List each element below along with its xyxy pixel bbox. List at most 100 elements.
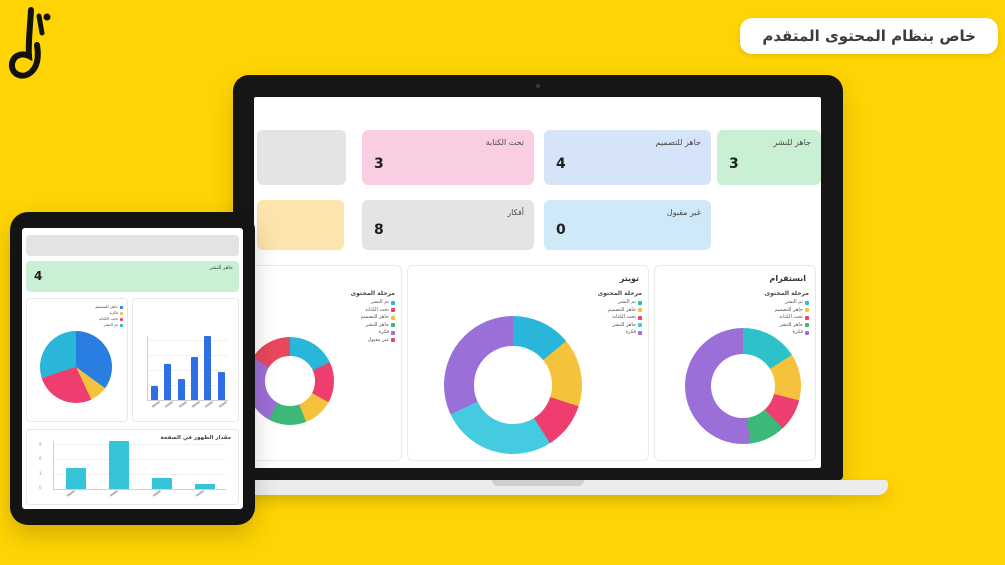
laptop-base [188, 480, 888, 495]
legend-item: فكرة [341, 329, 395, 337]
bar [151, 385, 159, 400]
legend-item: تحت الكتابة [95, 316, 123, 322]
y-tick-label: 0 [39, 484, 42, 490]
legend-title: مرحلة المحتوى [764, 290, 809, 297]
donut-chart-instagram [685, 328, 801, 444]
pie-chart [40, 331, 112, 403]
legend-swatch [391, 338, 395, 343]
legend-label: تم النشر [371, 299, 389, 305]
donut-legend: مرحلة المحتوى تم النشر جاهز للتصميم تحت ال… [588, 290, 642, 337]
headline-badge: خاص بنظام المحتوى المتقدم [740, 18, 998, 54]
stat-card-value: 4 [34, 269, 43, 283]
bar [151, 478, 172, 489]
legend-swatch [120, 311, 123, 315]
laptop-mockup: تحت الكتابة 3 جاهز للتصميم 4 جاهز للنشر … [188, 75, 888, 495]
stat-card-label: جاهز للنشر [773, 138, 811, 147]
legend-item: جاهز للتصميم [95, 304, 123, 310]
legend-swatch [805, 323, 809, 328]
laptop-frame: تحت الكتابة 3 جاهز للتصميم 4 جاهز للنشر … [233, 75, 843, 480]
legend-label: فكرة [378, 329, 389, 335]
legend-item: تم النشر [588, 299, 642, 307]
legend-item: تم النشر [341, 299, 395, 307]
bar-chart-cyan [53, 441, 226, 490]
bar [108, 441, 129, 489]
y-tick-label: 9 [39, 442, 42, 447]
chart-panels-row: مرحلة المحتوى تم النشر تحت الكتابة جاهز لل… [254, 265, 816, 461]
legend-item: فكرة [95, 310, 123, 316]
bar [65, 467, 86, 489]
legend-item: تحت الكتابة [588, 314, 642, 322]
donut-legend: مرحلة المحتوى تم النشر تحت الكتابة جاهز لل… [341, 290, 395, 344]
legend-title: مرحلة المحتوى [597, 290, 642, 297]
donut-legend: مرحلة المحتوى تم النشر جاهز للتصميم تحت ال… [755, 290, 809, 337]
bar [177, 378, 185, 400]
laptop-dashboard: تحت الكتابة 3 جاهز للتصميم 4 جاهز للنشر … [254, 97, 821, 468]
stat-card-blank-yellow [257, 200, 344, 250]
legend-swatch [391, 308, 395, 313]
panel-title: تويتر [619, 274, 639, 283]
laptop-base-notch [492, 480, 584, 486]
stat-card-label: أفكار [507, 208, 524, 217]
stat-card-ideas: أفكار 8 [362, 200, 534, 250]
legend-item: جاهز للتصميم [588, 307, 642, 315]
legend-swatch [638, 315, 642, 320]
brand-logo-icon [6, 6, 54, 84]
donut-chart-twitter [444, 316, 582, 454]
panel-title: انستقرام [769, 274, 807, 283]
stat-card-not-accepted: غير مقبول 0 [544, 200, 711, 250]
legend-swatch [120, 323, 123, 327]
webcam-icon [536, 84, 540, 88]
legend-item: جاهز للنشر [341, 322, 395, 330]
legend-swatch [391, 330, 395, 335]
legend-label: تحت الكتابة [98, 316, 118, 321]
stat-card-label: جاهز للنشر [209, 265, 233, 271]
bar [217, 371, 225, 400]
legend-item: غير مقبول [341, 337, 395, 345]
legend-swatch [120, 317, 123, 321]
tablet-dashboard: جاهز للنشر 4 جاهز للتصميم فكرة تحت الكتابة… [22, 228, 243, 509]
legend-label: جاهز للنشر [365, 321, 389, 328]
stat-card-label: تحت الكتابة [485, 138, 524, 147]
legend-swatch [638, 323, 642, 328]
legend-label: تحت الكتابة [365, 306, 389, 313]
stat-card-label: غير مقبول [666, 208, 701, 217]
stat-card-under-writing: تحت الكتابة 3 [362, 130, 534, 185]
legend-label: جاهز للنشر [612, 321, 636, 328]
legend-swatch [391, 300, 395, 305]
legend-swatch [805, 330, 809, 335]
legend-swatch [391, 323, 395, 328]
stat-card-value: 0 [556, 222, 566, 238]
chart-title: مقدار الظهور في الصفحة [160, 435, 231, 441]
pie-legend: جاهز للتصميم فكرة تحت الكتابة تم النشر [95, 304, 123, 328]
y-tick-label: 6 [39, 456, 42, 462]
stat-card-value: 3 [374, 156, 384, 172]
legend-swatch [805, 300, 809, 305]
legend-label: فكرة [792, 329, 803, 335]
bar [194, 483, 215, 489]
bar [164, 364, 172, 400]
chart-panel-platform-a: مرحلة المحتوى تم النشر تحت الكتابة جاهز لل… [254, 265, 402, 461]
legend-label: جاهز للتصميم [95, 304, 118, 309]
tablet-stat-card-gray [26, 235, 239, 256]
legend-item: جاهز للنشر [755, 322, 809, 330]
tablet-bar-panel [132, 298, 239, 422]
chart-panel-twitter: تويتر مرحلة المحتوى تم النشر جاهز للتصميم… [407, 265, 649, 461]
chart-panel-instagram: انستقرام مرحلة المحتوى تم النشر جاهز للتص… [654, 265, 816, 461]
stat-card-blank-gray [257, 130, 346, 185]
legend-swatch [391, 315, 395, 320]
bar [191, 357, 199, 400]
y-tick-label: 3 [39, 470, 42, 476]
stat-card-ready-for-design: جاهز للتصميم 4 [544, 130, 711, 185]
legend-item: فكرة [755, 329, 809, 337]
tablet-mockup: جاهز للنشر 4 جاهز للتصميم فكرة تحت الكتابة… [10, 212, 255, 525]
stat-card-value: 4 [556, 156, 566, 172]
legend-label: جاهز للتصميم [774, 306, 803, 313]
legend-label: جاهز للتصميم [607, 306, 636, 313]
legend-item: تحت الكتابة [755, 314, 809, 322]
legend-label: تم النشر [618, 299, 636, 305]
legend-label: غير مقبول [367, 336, 389, 343]
tablet-bottom-chart-panel: مقدار الظهور في الصفحة 9 6 3 0 [26, 429, 239, 505]
legend-item: جاهز للنشر [588, 322, 642, 330]
legend-label: تم النشر [103, 322, 118, 327]
